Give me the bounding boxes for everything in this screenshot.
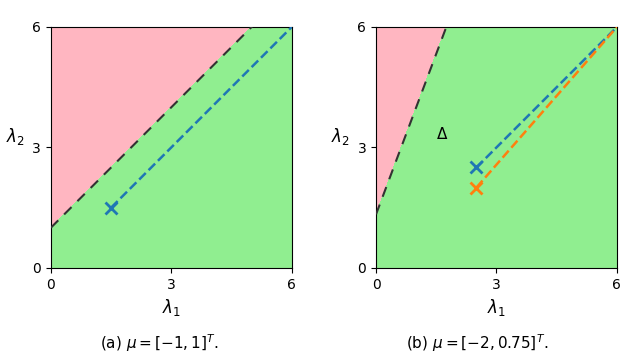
Text: $\Delta$: $\Delta$: [436, 126, 448, 142]
Point: [371, 265, 381, 271]
Text: (a) $\mu = [-1, 1]^T$.: (a) $\mu = [-1, 1]^T$.: [100, 333, 218, 355]
Point: [46, 265, 56, 271]
Point: [46, 265, 56, 271]
Text: (b) $\mu = [-2, 0.75]^T$.: (b) $\mu = [-2, 0.75]^T$.: [406, 333, 548, 355]
Y-axis label: $\lambda_2$: $\lambda_2$: [6, 126, 25, 147]
X-axis label: $\lambda_1$: $\lambda_1$: [487, 297, 506, 318]
Point: [371, 265, 381, 271]
X-axis label: $\lambda_1$: $\lambda_1$: [162, 297, 181, 318]
Y-axis label: $\lambda_2$: $\lambda_2$: [331, 126, 350, 147]
